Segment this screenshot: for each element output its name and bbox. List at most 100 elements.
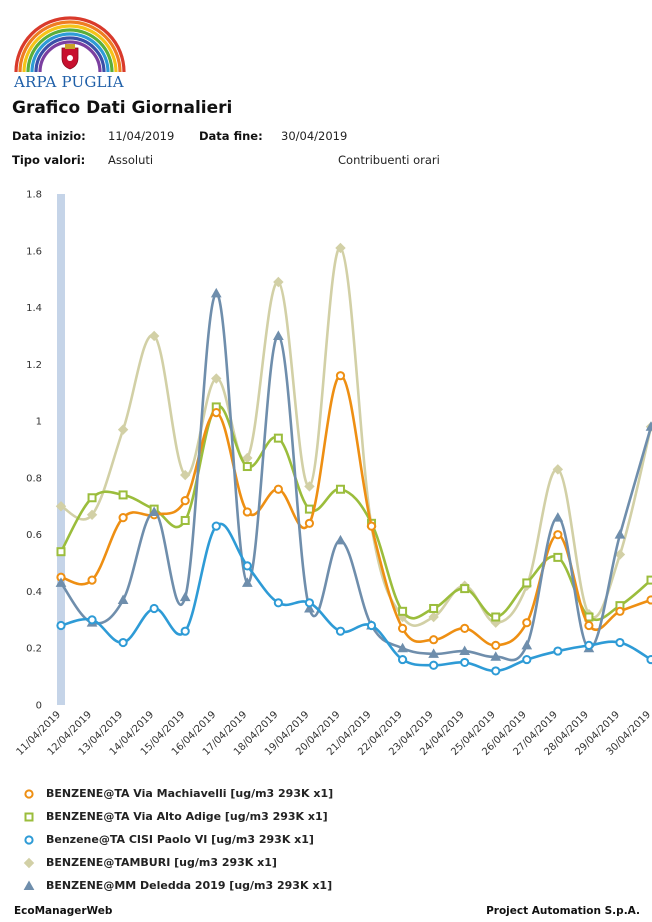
data-point: [211, 373, 222, 384]
data-point: [429, 603, 439, 613]
data-point: [180, 469, 191, 481]
series-3: [55, 287, 652, 662]
data-point: [210, 287, 222, 298]
data-point: [86, 509, 98, 521]
legend-item[interactable]: BENZENE@TA Via Machiavelli [ug/m3 293K x…: [22, 782, 333, 805]
data-point: [615, 606, 625, 616]
data-point: [241, 577, 253, 587]
y-tick-label: 1.6: [26, 246, 42, 257]
legend-label: Benzene@TA CISI Paolo VI [ug/m3 293K x1]: [46, 833, 314, 846]
legend-label: BENZENE@TA Via Machiavelli [ug/m3 293K x…: [46, 787, 334, 800]
legend-item[interactable]: BENZENE@TA Via Alto Adige [ug/m3 293K x1…: [22, 805, 333, 828]
data-point: [584, 640, 594, 650]
contributors-label: Contribuenti orari: [338, 153, 440, 167]
data-point: [273, 330, 284, 340]
series-line: [60, 522, 652, 673]
org-name: ARPA PUGLIA: [14, 73, 124, 91]
data-point: [491, 666, 501, 676]
footer-app-name: EcoManagerWeb: [14, 905, 113, 917]
data-point: [304, 602, 315, 613]
end-date-label: Data fine:: [199, 129, 263, 143]
data-point: [304, 481, 315, 492]
legend-label: BENZENE@TA Via Alto Adige [ug/m3 293K x1…: [46, 810, 328, 823]
data-point: [366, 521, 377, 531]
data-point: [491, 640, 501, 650]
data-point: [428, 648, 439, 658]
data-point: [118, 637, 128, 648]
legend-marker-icon: [23, 857, 35, 868]
data-point: [242, 561, 252, 571]
data-point: [87, 615, 97, 625]
arpa-puglia-logo: [14, 16, 126, 73]
data-point: [180, 496, 190, 506]
value-type-value: Assoluti: [108, 153, 154, 167]
end-date-value: 30/04/2019: [281, 129, 348, 143]
data-point: [398, 606, 408, 616]
data-point: [366, 620, 377, 631]
y-tick-label: 0.6: [26, 530, 42, 541]
data-point: [459, 645, 471, 656]
data-point: [211, 521, 221, 531]
data-point: [242, 507, 252, 517]
y-tick-label: 0: [36, 701, 42, 712]
data-point: [397, 654, 408, 665]
y-tick-label: 0.8: [26, 473, 42, 484]
data-point: [552, 464, 564, 475]
data-point: [148, 506, 160, 516]
data-point: [521, 639, 533, 650]
data-point: [179, 591, 191, 602]
data-point: [490, 651, 502, 661]
data-point: [304, 504, 314, 514]
data-point: [87, 575, 97, 585]
data-point: [646, 575, 652, 585]
series-1: [56, 402, 652, 622]
data-point: [335, 484, 345, 494]
data-point: [397, 623, 408, 633]
data-point: [56, 620, 66, 631]
legend-marker: [24, 812, 34, 821]
legend-marker-icon: [23, 879, 35, 890]
legend-label: BENZENE@TAMBURI [ug/m3 293K x1]: [46, 856, 277, 869]
legend-item[interactable]: BENZENE@MM Deledda 2019 [ug/m3 293K x1]: [22, 874, 333, 897]
data-point: [460, 584, 470, 594]
data-point: [117, 424, 129, 435]
data-point: [273, 276, 284, 288]
data-point: [273, 433, 283, 443]
data-point: [397, 642, 408, 653]
legend-marker: [24, 834, 34, 845]
series-2: [56, 371, 652, 650]
data-point: [148, 330, 160, 342]
data-point: [211, 407, 221, 418]
start-date-label: Data inizio:: [12, 129, 86, 143]
legend-marker: [23, 879, 35, 890]
legend-marker-icon: [24, 812, 34, 821]
data-point: [118, 490, 128, 500]
y-tick-label: 1.4: [26, 303, 42, 314]
data-point: [553, 530, 563, 540]
data-point: [553, 646, 563, 656]
y-tick-label: 1.8: [26, 190, 42, 201]
data-point: [460, 623, 470, 633]
data-point: [614, 549, 626, 560]
highlight-band: [57, 194, 65, 705]
legend-item[interactable]: Benzene@TA CISI Paolo VI [ug/m3 293K x1]: [22, 828, 333, 851]
data-point: [429, 635, 439, 645]
data-point: [304, 518, 315, 528]
data-point: [56, 547, 66, 557]
legend-marker: [24, 788, 34, 799]
data-point: [335, 242, 346, 254]
data-point: [273, 598, 283, 608]
data-point: [460, 657, 470, 668]
data-point: [614, 529, 626, 539]
data-point: [335, 534, 346, 545]
data-point: [180, 515, 190, 525]
data-point: [552, 512, 564, 522]
y-tick-label: 1.2: [26, 360, 42, 371]
y-tick-label: 0.4: [26, 587, 42, 598]
value-type-label: Tipo valori:: [12, 153, 86, 167]
start-date-value: 11/04/2019: [108, 129, 175, 143]
data-point: [553, 552, 563, 562]
chart-legend: BENZENE@TA Via Machiavelli [ug/m3 293K x…: [22, 782, 333, 897]
legend-item[interactable]: BENZENE@TAMBURI [ug/m3 293K x1]: [22, 851, 333, 874]
data-point: [646, 595, 652, 605]
